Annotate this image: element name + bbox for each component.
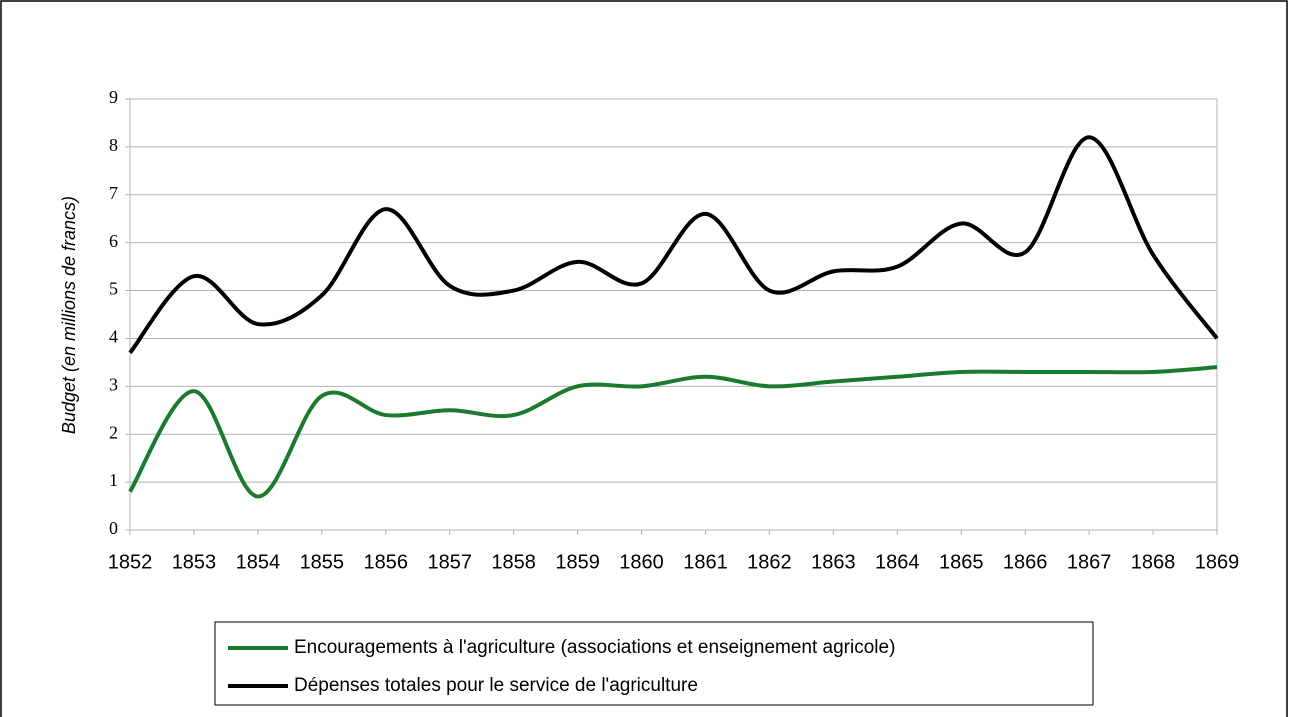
x-tick-label: 1853	[172, 551, 217, 573]
x-tick-label: 1860	[619, 551, 664, 573]
x-tick-label: 1859	[555, 551, 600, 573]
legend-label: Encouragements à l'agriculture (associat…	[294, 637, 895, 658]
x-tick-label: 1863	[811, 551, 856, 573]
y-tick-label: 8	[109, 135, 118, 155]
y-tick-label: 1	[109, 470, 118, 490]
x-tick-label: 1857	[427, 551, 472, 573]
series-line	[128, 365, 1218, 499]
x-tick-label: 1862	[747, 551, 792, 573]
legend-box	[214, 621, 1094, 706]
y-tick-label: 3	[109, 374, 118, 394]
x-tick-label: 1852	[108, 551, 153, 573]
legend-label: Dépenses totales pour le service de l'ag…	[294, 675, 698, 696]
y-tick-label: 0	[109, 518, 118, 538]
y-tick-label: 9	[109, 87, 118, 107]
x-tick-label: 1866	[1003, 551, 1048, 573]
y-tick-label: 2	[109, 422, 118, 442]
x-tick-label: 1858	[491, 551, 536, 573]
x-tick-label: 1864	[875, 551, 920, 573]
x-tick-label: 1867	[1067, 551, 1112, 573]
y-tick-label: 7	[109, 183, 118, 203]
x-tick-label: 1865	[939, 551, 984, 573]
y-tick-label: 4	[109, 327, 118, 347]
x-tick-label: 1861	[683, 551, 728, 573]
x-tick-label: 1868	[1131, 551, 1176, 573]
x-tick-label: 1856	[364, 551, 409, 573]
x-tick-label: 1869	[1195, 551, 1240, 573]
series-line	[128, 135, 1219, 355]
y-axis-label: Budget (en millions de francs)	[59, 196, 79, 434]
x-tick-label: 1855	[300, 551, 345, 573]
x-tick-label: 1854	[236, 551, 281, 573]
y-tick-label: 5	[109, 279, 118, 299]
y-tick-label: 6	[109, 231, 118, 251]
